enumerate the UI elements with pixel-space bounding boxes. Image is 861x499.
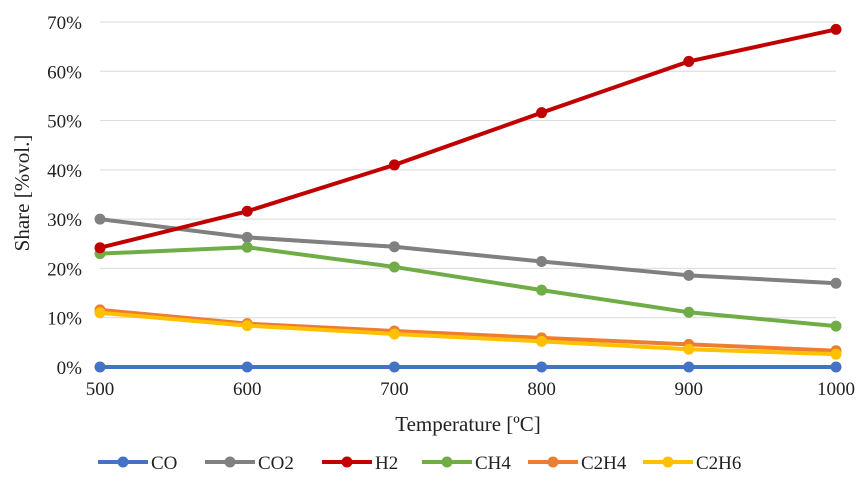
data-point [241, 241, 253, 253]
data-point [683, 269, 695, 281]
legend-item-h2: H2 [322, 453, 398, 474]
legend-swatch-marker [662, 456, 674, 468]
y-axis-ticks: 0% 10% 20% 30% 40% 50% 60% 70% [47, 13, 82, 379]
legend-swatch-marker [341, 456, 353, 468]
data-point [241, 231, 253, 243]
data-point [536, 284, 548, 296]
data-point [241, 205, 253, 217]
x-tick-label: 1000 [817, 379, 855, 400]
y-tick-label: 30% [47, 210, 82, 231]
legend-swatch-marker [441, 456, 453, 468]
data-point [830, 361, 842, 373]
data-point [830, 348, 842, 360]
data-point [683, 306, 695, 318]
data-point [94, 307, 106, 319]
y-tick-label: 70% [47, 13, 82, 34]
y-tick-label: 60% [47, 62, 82, 83]
data-point [241, 320, 253, 332]
series-c2h4 [94, 304, 842, 357]
x-tick-label: 600 [233, 379, 262, 400]
data-point [94, 213, 106, 225]
data-point [683, 361, 695, 373]
legend-label: C2H4 [581, 453, 627, 474]
x-axis-title: Temperature [ºC] [395, 412, 541, 436]
series-line [99, 27, 837, 250]
data-point [830, 23, 842, 35]
data-point [536, 107, 548, 119]
legend-item-c2h6: C2H6 [643, 453, 741, 474]
data-point [536, 361, 548, 373]
data-point [683, 343, 695, 355]
data-point [388, 159, 400, 171]
legend-swatch-marker [547, 456, 559, 468]
data-point [683, 55, 695, 67]
legend-label: CO [151, 453, 177, 474]
data-point [388, 328, 400, 340]
legend-swatch-marker [117, 456, 129, 468]
series-co [94, 361, 842, 373]
series-line [99, 217, 837, 286]
data-point [94, 242, 106, 254]
y-tick-label: 50% [47, 112, 82, 133]
data-point [241, 361, 253, 373]
legend-label: CO2 [258, 453, 294, 474]
x-tick-label: 900 [675, 379, 704, 400]
legend-label: C2H6 [696, 453, 741, 474]
legend-swatch-marker [224, 456, 236, 468]
data-point [388, 361, 400, 373]
x-axis-ticks: 500 600 700 800 900 1000 [86, 379, 855, 400]
y-tick-label: 10% [47, 309, 82, 330]
series-line [99, 245, 837, 329]
data-point [536, 256, 548, 268]
data-point [94, 361, 106, 373]
series-c2h6 [94, 307, 842, 360]
series-line [99, 307, 837, 353]
data-point [388, 261, 400, 273]
series-line [99, 310, 837, 357]
series-lines [94, 23, 842, 373]
x-tick-label: 500 [86, 379, 115, 400]
data-point [536, 335, 548, 347]
y-tick-label: 20% [47, 259, 82, 280]
y-axis-title: Share [%vol.] [10, 135, 34, 252]
series-h2 [94, 23, 842, 254]
legend-item-co: CO [98, 453, 177, 474]
y-tick-label: 0% [57, 358, 83, 379]
series-co2 [94, 213, 842, 289]
legend-item-ch4: CH4 [422, 453, 511, 474]
x-tick-label: 800 [527, 379, 556, 400]
data-point [388, 241, 400, 253]
y-tick-label: 40% [47, 161, 82, 182]
x-tick-label: 700 [380, 379, 409, 400]
data-point [830, 320, 842, 332]
legend-item-c2h4: C2H4 [528, 453, 627, 474]
legend: CO CO2 H2 CH4 C2H4 C2H6 [98, 453, 741, 474]
data-point [830, 277, 842, 289]
legend-label: CH4 [475, 453, 511, 474]
legend-label: H2 [375, 453, 398, 474]
legend-item-co2: CO2 [205, 453, 294, 474]
